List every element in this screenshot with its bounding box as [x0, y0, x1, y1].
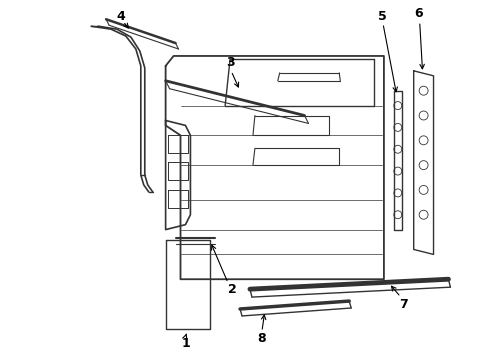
Text: 6: 6 [415, 7, 423, 20]
Text: 5: 5 [378, 10, 386, 23]
Text: 1: 1 [181, 337, 190, 350]
Text: 2: 2 [228, 283, 237, 296]
Text: 3: 3 [226, 57, 234, 69]
Text: 4: 4 [117, 10, 125, 23]
Text: 8: 8 [258, 332, 266, 345]
Text: 7: 7 [399, 297, 408, 311]
